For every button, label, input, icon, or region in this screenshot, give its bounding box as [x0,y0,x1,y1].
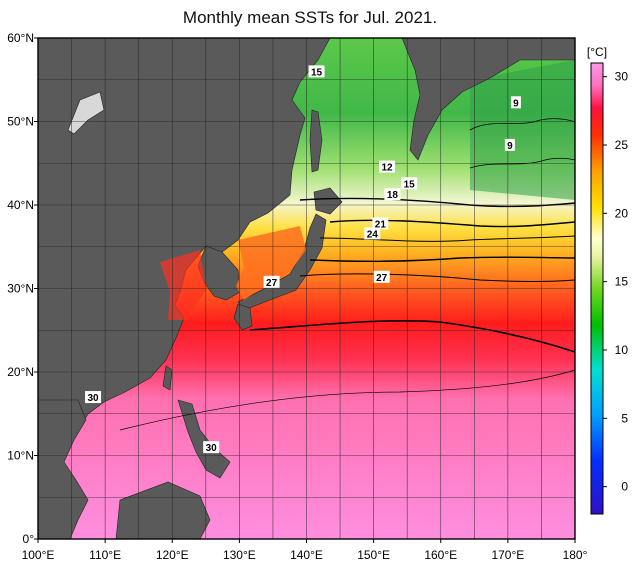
lon-tick-label: 150°E [357,548,390,562]
contour-label-bg [85,391,102,404]
lat-tick-label: 20°N [7,365,34,379]
colorbar-tick-label: 5 [621,411,628,425]
sea-of-japan [236,226,306,300]
contour-label: 24 [367,229,379,240]
lon-tick-label: 170°E [491,548,524,562]
contour-label: 9 [513,98,519,109]
lon-tick-label: 120°E [156,548,189,562]
isotherm-24 [299,273,575,282]
lat-tick-label: 10°N [7,449,34,463]
contour-label-bg [504,138,515,151]
colorbar [590,62,604,515]
colorbar-tick-label: 25 [615,138,629,152]
colorbar-ticks: 30 25 20 15 10 5 0 [603,70,628,494]
colorbar-tick-label: 15 [615,275,629,289]
sakhalin [309,109,323,173]
lon-tick-label: 100°E [22,548,55,562]
isotherm-21 [309,256,575,263]
contour-label: 18 [387,190,399,201]
contour-label-bg [384,188,401,201]
colorbar-tick-label: 0 [621,480,628,494]
lon-tick-label: 110°E [89,548,121,562]
subpolar-gyre [470,60,575,200]
lon-tick-label: 130°E [223,548,256,562]
contour-label-bg [203,441,220,454]
kamchatka [401,38,575,161]
isotherm-18 [319,235,575,242]
philippines [177,399,231,479]
isotherm-27 [249,320,575,353]
contour-label: 9 [507,141,513,152]
contour-label-bg [379,160,396,173]
lat-tick-label: 40°N [7,198,34,212]
sea-of-okhotsk-coast [67,91,105,135]
lat-tick-label: 50°N [7,115,34,129]
contour-label: 15 [311,67,323,78]
lat-tick-label: 30°N [7,282,34,296]
contour-label: 15 [404,179,416,190]
colorbar-tick-label: 10 [615,343,629,357]
contour-label-bg [372,217,389,230]
contour-label: 21 [375,219,387,230]
indochina [38,399,89,539]
isotherm-9b [469,157,575,169]
isotherm-9 [469,118,575,131]
kyushu [233,303,253,331]
contour-label: 12 [381,163,393,174]
lat-tick-label: 60°N [7,31,34,45]
lon-tick-label: 140°E [290,548,323,562]
colorbar-unit: [°C] [587,45,607,59]
contour-label-bg [373,270,390,283]
borneo [115,481,211,539]
lat-tick-label: 0° [23,532,35,546]
colorbar-tick-label: 30 [615,70,629,84]
contour-label: 30 [87,393,99,404]
latitude-axis: 60°N 50°N 40°N 30°N 20°N 10°N 0° [7,31,38,546]
longitude-axis: 100°E 110°E 120°E 130°E 140°E 150°E 160°E 170°E… [22,539,588,562]
hokkaido [313,187,343,215]
contour-label-bg [364,227,381,240]
contour-label: 27 [266,278,278,289]
contour-label-bg [510,96,521,109]
graticule [38,38,575,539]
yellow-sea [160,250,206,320]
contour-label-bg [401,177,418,190]
lon-tick-label: 160°E [424,548,457,562]
lon-tick-label: 180° [563,548,588,562]
map-title: Monthly mean SSTs for Jul. 2021. [182,8,438,27]
colorbar-tick-label: 20 [615,206,629,220]
contour-label-bg [308,65,325,78]
isotherm-12 [299,197,575,208]
contour-label: 27 [376,273,388,284]
contour-label-bg [263,275,280,288]
contour-label: 30 [206,443,218,454]
